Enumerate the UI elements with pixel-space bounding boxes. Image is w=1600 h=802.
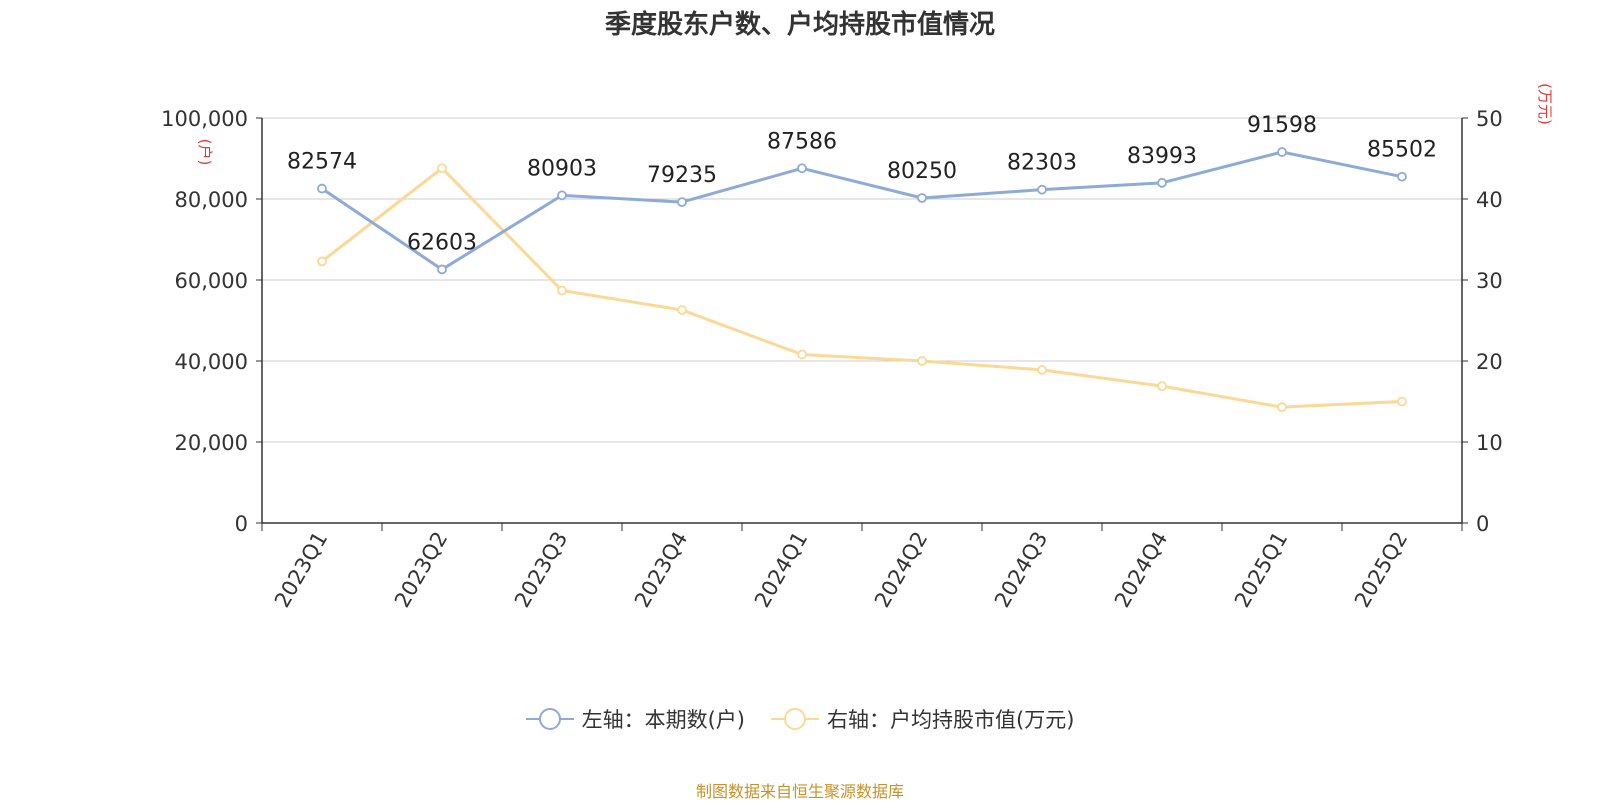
- series-1-point: [437, 163, 447, 174]
- data-label: 82574: [287, 150, 357, 175]
- y-right-tick-label: 0: [1476, 512, 1489, 536]
- y-right-tick-label: 10: [1476, 431, 1503, 455]
- y-right-tick-label: 20: [1476, 350, 1503, 374]
- y-left-tick-label: 0: [235, 512, 248, 536]
- data-label: 80903: [527, 156, 597, 181]
- data-label: 79235: [647, 163, 717, 188]
- y-left-tick-label: 40,000: [175, 350, 248, 374]
- legend-label-shareholders: 左轴：本期数(户): [581, 708, 745, 732]
- y-left-axis-unit: (户): [196, 139, 214, 166]
- series-1-point: [797, 349, 807, 360]
- legend-item-market-value[interactable]: 右轴：户均持股市值(万元): [771, 704, 1074, 734]
- data-label: 85502: [1367, 138, 1437, 163]
- series-1-point: [677, 305, 687, 315]
- legend-item-shareholders[interactable]: 左轴：本期数(户): [525, 704, 745, 734]
- series-1-point: [917, 356, 927, 366]
- series-line-0: [321, 150, 1403, 271]
- series-0-point: [557, 190, 567, 201]
- series-0-point: [317, 183, 327, 194]
- x-tick-label: 2024Q2: [870, 528, 932, 612]
- series-1-point: [1277, 402, 1287, 413]
- x-tick-label: 2023Q2: [390, 528, 452, 612]
- legend: 左轴：本期数(户) 右轴：户均持股市值(万元): [0, 704, 1600, 734]
- series-1-point: [1037, 365, 1047, 375]
- data-label: 83993: [1127, 144, 1197, 169]
- data-label: 87586: [767, 129, 837, 154]
- series-0-point: [917, 193, 927, 203]
- series-1-point: [557, 285, 567, 296]
- x-tick-label: 2024Q3: [990, 528, 1052, 612]
- series-0-point: [1037, 184, 1047, 195]
- x-tick-label: 2023Q4: [630, 528, 692, 612]
- x-tick-label: 2024Q4: [1110, 528, 1172, 612]
- series-0-point: [677, 197, 687, 207]
- series-1-point: [1157, 381, 1167, 392]
- data-label: 62603: [407, 230, 477, 255]
- y-left-tick-label: 80,000: [175, 188, 248, 212]
- x-tick-label: 2023Q1: [270, 528, 332, 612]
- y-right-axis-unit: (万元): [1536, 83, 1554, 125]
- y-left-tick-label: 100,000: [161, 107, 248, 131]
- x-tick-label: 2025Q1: [1230, 528, 1292, 612]
- series-line-1: [321, 166, 1403, 409]
- data-label: 82303: [1007, 151, 1077, 176]
- legend-label-market-value: 右轴：户均持股市值(万元): [827, 708, 1075, 732]
- x-tick-label: 2025Q2: [1350, 528, 1412, 612]
- y-left-tick-label: 60,000: [175, 269, 248, 293]
- y-right-tick-label: 30: [1476, 269, 1503, 293]
- series-0-point: [797, 163, 807, 174]
- x-tick-label: 2023Q3: [510, 528, 572, 612]
- series-0-point: [1277, 147, 1287, 157]
- series-0-point: [1397, 171, 1407, 182]
- x-tick-label: 2024Q1: [750, 528, 812, 612]
- legend-swatch-blue-icon: [525, 707, 574, 731]
- data-label: 80250: [887, 159, 957, 184]
- data-label: 91598: [1247, 113, 1317, 138]
- y-right-tick-label: 40: [1476, 188, 1503, 212]
- series-0-point: [1157, 177, 1167, 188]
- series-1-point: [317, 256, 327, 267]
- y-right-tick-label: 50: [1476, 107, 1503, 131]
- legend-swatch-yellow-icon: [771, 707, 819, 731]
- y-left-tick-label: 20,000: [175, 431, 248, 455]
- series-1-point: [1397, 396, 1407, 407]
- source-note: 制图数据来自恒生聚源数据库: [695, 782, 904, 801]
- series-0-point: [437, 264, 447, 275]
- chart-title: 季度股东户数、户均持股市值情况: [604, 10, 995, 40]
